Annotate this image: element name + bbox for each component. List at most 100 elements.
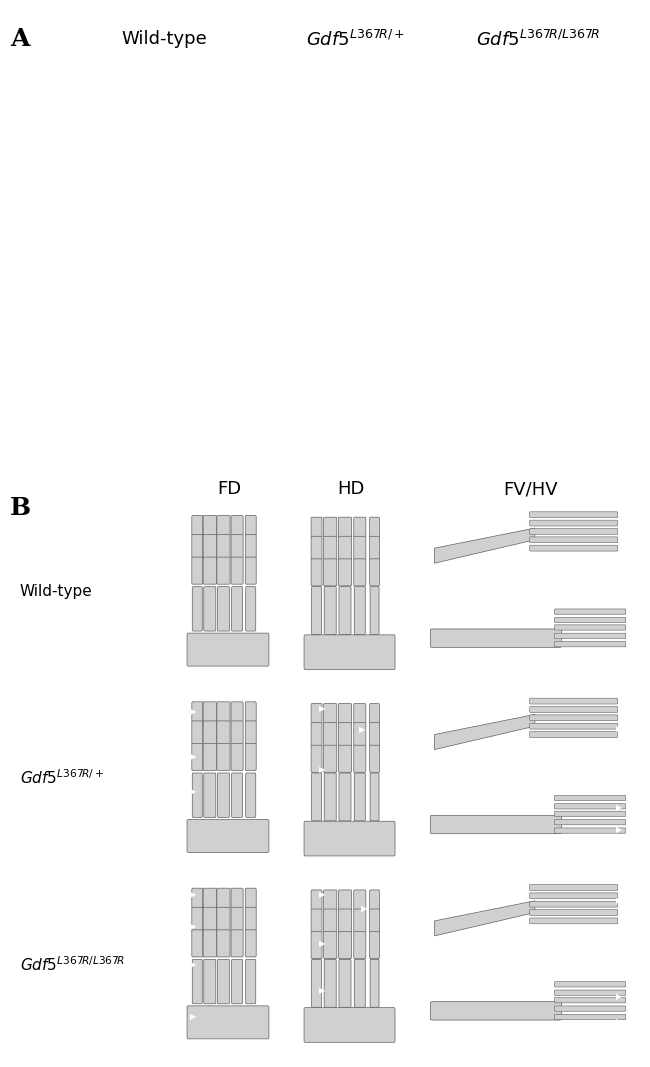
FancyBboxPatch shape — [203, 907, 216, 930]
FancyBboxPatch shape — [217, 557, 230, 585]
FancyBboxPatch shape — [339, 909, 352, 933]
Bar — [517, 156, 590, 273]
FancyBboxPatch shape — [324, 890, 337, 910]
FancyBboxPatch shape — [231, 929, 243, 957]
FancyBboxPatch shape — [304, 1007, 395, 1042]
Text: ▶: ▶ — [616, 803, 621, 812]
FancyBboxPatch shape — [554, 1015, 626, 1020]
FancyBboxPatch shape — [217, 907, 230, 930]
Text: ▶: ▶ — [190, 922, 196, 930]
FancyBboxPatch shape — [245, 721, 256, 745]
FancyBboxPatch shape — [530, 715, 618, 720]
Text: ▶: ▶ — [616, 825, 621, 834]
FancyBboxPatch shape — [324, 931, 337, 958]
Text: ▶: ▶ — [319, 704, 326, 713]
Bar — [144, 156, 216, 273]
FancyBboxPatch shape — [245, 535, 256, 558]
FancyBboxPatch shape — [245, 744, 256, 770]
Text: ▶: ▶ — [190, 787, 196, 796]
FancyBboxPatch shape — [370, 773, 379, 821]
FancyBboxPatch shape — [324, 587, 336, 635]
FancyBboxPatch shape — [311, 745, 322, 773]
FancyBboxPatch shape — [304, 635, 395, 670]
FancyBboxPatch shape — [370, 931, 380, 958]
FancyBboxPatch shape — [554, 990, 626, 996]
FancyBboxPatch shape — [217, 744, 230, 770]
Text: ▶: ▶ — [319, 765, 326, 774]
FancyBboxPatch shape — [246, 773, 255, 817]
FancyBboxPatch shape — [430, 1002, 562, 1020]
FancyBboxPatch shape — [354, 745, 366, 773]
FancyBboxPatch shape — [231, 535, 243, 558]
FancyBboxPatch shape — [530, 885, 618, 890]
FancyBboxPatch shape — [192, 721, 203, 745]
FancyBboxPatch shape — [430, 815, 562, 833]
FancyBboxPatch shape — [554, 998, 626, 1003]
FancyBboxPatch shape — [370, 537, 380, 560]
FancyBboxPatch shape — [530, 512, 618, 517]
FancyBboxPatch shape — [530, 706, 618, 713]
FancyBboxPatch shape — [370, 959, 379, 1007]
Text: ▶: ▶ — [616, 992, 621, 1001]
FancyBboxPatch shape — [370, 890, 380, 910]
FancyBboxPatch shape — [554, 982, 626, 987]
FancyBboxPatch shape — [231, 587, 242, 631]
FancyBboxPatch shape — [203, 959, 216, 1004]
FancyBboxPatch shape — [203, 888, 216, 908]
FancyBboxPatch shape — [354, 890, 366, 910]
Text: HD: HD — [337, 480, 365, 498]
FancyBboxPatch shape — [203, 773, 216, 817]
FancyBboxPatch shape — [217, 888, 230, 908]
FancyBboxPatch shape — [324, 745, 337, 773]
FancyBboxPatch shape — [324, 537, 337, 560]
FancyBboxPatch shape — [245, 702, 256, 722]
FancyBboxPatch shape — [339, 537, 352, 560]
FancyBboxPatch shape — [554, 811, 626, 816]
FancyBboxPatch shape — [370, 517, 380, 538]
FancyBboxPatch shape — [203, 587, 216, 631]
FancyBboxPatch shape — [354, 909, 366, 933]
Text: ▶: ▶ — [190, 707, 196, 716]
FancyBboxPatch shape — [231, 557, 243, 585]
FancyBboxPatch shape — [203, 929, 216, 957]
FancyBboxPatch shape — [217, 773, 229, 817]
FancyBboxPatch shape — [192, 959, 202, 1004]
FancyBboxPatch shape — [217, 959, 229, 1004]
FancyBboxPatch shape — [370, 722, 380, 746]
FancyBboxPatch shape — [530, 918, 618, 924]
Text: ▶: ▶ — [361, 904, 368, 913]
FancyBboxPatch shape — [354, 722, 366, 746]
FancyBboxPatch shape — [339, 931, 352, 958]
FancyBboxPatch shape — [354, 773, 365, 821]
FancyBboxPatch shape — [554, 828, 626, 833]
FancyBboxPatch shape — [354, 703, 366, 723]
FancyBboxPatch shape — [370, 559, 380, 586]
FancyBboxPatch shape — [192, 929, 203, 957]
FancyBboxPatch shape — [231, 515, 243, 536]
FancyBboxPatch shape — [192, 702, 203, 722]
FancyBboxPatch shape — [554, 803, 626, 809]
Polygon shape — [434, 715, 535, 750]
Text: ▶: ▶ — [616, 1038, 621, 1047]
FancyBboxPatch shape — [203, 557, 216, 585]
FancyBboxPatch shape — [554, 1006, 626, 1012]
FancyBboxPatch shape — [231, 744, 243, 770]
FancyBboxPatch shape — [324, 722, 337, 746]
FancyBboxPatch shape — [530, 909, 618, 915]
FancyBboxPatch shape — [370, 909, 380, 933]
Text: ▶: ▶ — [319, 986, 326, 994]
FancyBboxPatch shape — [530, 723, 618, 729]
FancyBboxPatch shape — [187, 633, 269, 666]
FancyBboxPatch shape — [231, 959, 242, 1004]
FancyBboxPatch shape — [192, 515, 203, 536]
FancyBboxPatch shape — [354, 959, 365, 1007]
FancyBboxPatch shape — [339, 517, 352, 538]
Text: $\mathit{Gdf5}^{\mathit{L367R/+}}$: $\mathit{Gdf5}^{\mathit{L367R/+}}$ — [20, 768, 103, 787]
Text: ▶: ▶ — [319, 890, 326, 899]
FancyBboxPatch shape — [311, 517, 322, 538]
Text: $\mathit{Gdf5}^{\mathit{L367R/L367R}}$: $\mathit{Gdf5}^{\mathit{L367R/L367R}}$ — [20, 955, 125, 973]
FancyBboxPatch shape — [245, 515, 256, 536]
FancyBboxPatch shape — [245, 907, 256, 930]
FancyBboxPatch shape — [354, 559, 366, 586]
FancyBboxPatch shape — [217, 587, 229, 631]
